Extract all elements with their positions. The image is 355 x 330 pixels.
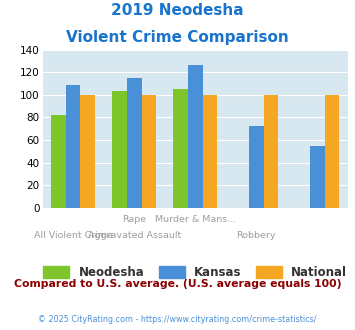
Text: All Violent Crime: All Violent Crime xyxy=(34,231,113,240)
Text: Rape: Rape xyxy=(122,214,146,223)
Text: Robbery: Robbery xyxy=(236,231,276,240)
Bar xyxy=(51,115,66,208)
Bar xyxy=(249,126,264,208)
Bar xyxy=(203,95,217,208)
Bar xyxy=(325,95,339,208)
Bar xyxy=(188,65,203,208)
Bar xyxy=(264,95,278,208)
Text: Murder & Mans...: Murder & Mans... xyxy=(155,214,236,223)
Bar xyxy=(127,78,142,208)
Text: 2019 Neodesha: 2019 Neodesha xyxy=(111,3,244,18)
Text: Compared to U.S. average. (U.S. average equals 100): Compared to U.S. average. (U.S. average … xyxy=(14,279,342,289)
Legend: Neodesha, Kansas, National: Neodesha, Kansas, National xyxy=(39,261,352,284)
Bar xyxy=(112,91,127,208)
Text: Aggravated Assault: Aggravated Assault xyxy=(88,231,181,240)
Bar xyxy=(66,84,81,208)
Bar xyxy=(310,146,325,208)
Text: Violent Crime Comparison: Violent Crime Comparison xyxy=(66,30,289,45)
Bar xyxy=(81,95,95,208)
Text: © 2025 CityRating.com - https://www.cityrating.com/crime-statistics/: © 2025 CityRating.com - https://www.city… xyxy=(38,315,317,324)
Bar xyxy=(142,95,156,208)
Bar xyxy=(173,89,188,208)
